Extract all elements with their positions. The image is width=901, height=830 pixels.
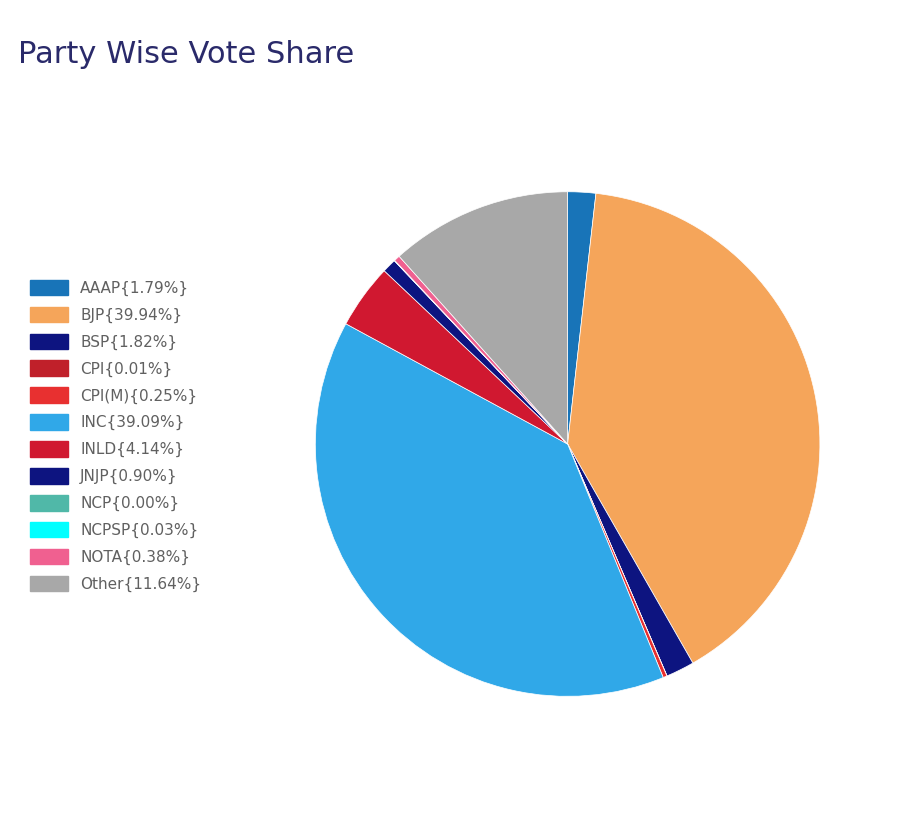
Wedge shape — [395, 261, 568, 444]
Wedge shape — [568, 192, 596, 444]
Text: Party Wise Vote Share: Party Wise Vote Share — [18, 41, 354, 69]
Wedge shape — [384, 261, 568, 444]
Legend: AAAP{1.79%}, BJP{39.94%}, BSP{1.82%}, CPI{0.01%}, CPI(M){0.25%}, INC{39.09%}, IN: AAAP{1.79%}, BJP{39.94%}, BSP{1.82%}, CP… — [22, 272, 209, 599]
Wedge shape — [568, 444, 667, 677]
Wedge shape — [399, 192, 568, 444]
Wedge shape — [395, 256, 568, 444]
Wedge shape — [568, 193, 820, 663]
Wedge shape — [568, 444, 667, 676]
Wedge shape — [346, 271, 568, 444]
Wedge shape — [395, 261, 568, 444]
Wedge shape — [315, 324, 663, 696]
Wedge shape — [568, 444, 693, 676]
